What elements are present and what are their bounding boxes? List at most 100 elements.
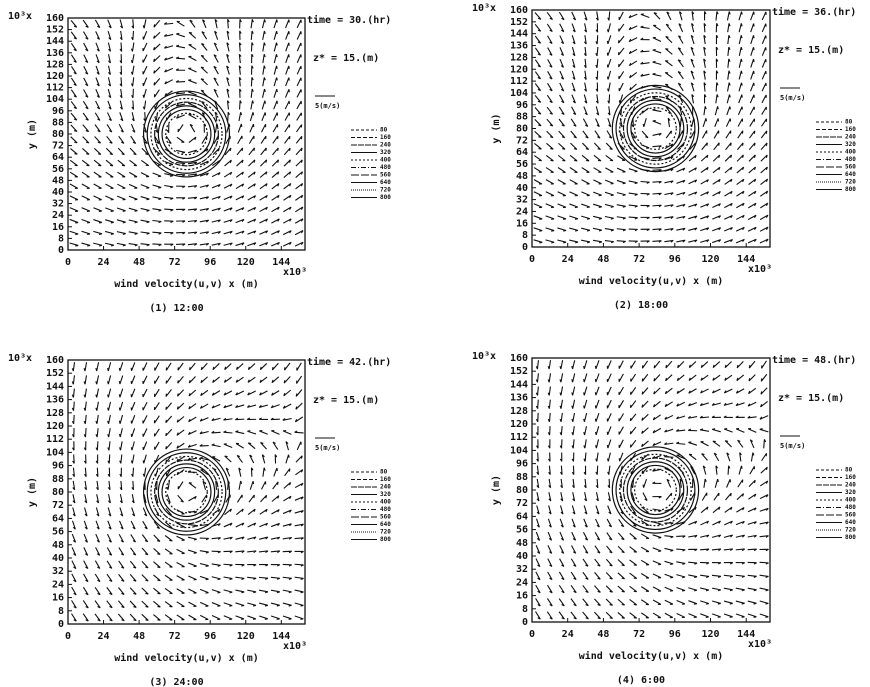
wind-vector — [735, 548, 746, 552]
wind-vector — [223, 417, 233, 421]
wind-vector — [118, 362, 124, 372]
wind-vector — [223, 171, 233, 178]
wind-vector — [714, 106, 719, 116]
wind-vector — [546, 94, 553, 104]
wind-vector — [236, 454, 243, 463]
legend-label: 160 — [380, 134, 391, 141]
y-tick-label: 8 — [58, 233, 64, 244]
wind-vector — [703, 82, 707, 92]
wind-vector — [164, 173, 174, 177]
wind-vector — [212, 508, 221, 515]
wind-vector — [164, 561, 173, 568]
wind-vector — [559, 558, 565, 567]
wind-vector — [688, 441, 698, 446]
wind-vector — [131, 112, 135, 122]
wind-vector — [652, 560, 662, 566]
wind-vector — [723, 613, 733, 618]
wind-vector — [715, 34, 719, 45]
wind-vector — [738, 70, 743, 80]
wind-vector — [723, 238, 733, 244]
wind-vector — [747, 561, 757, 565]
wind-vector — [247, 589, 257, 594]
wind-vector — [187, 149, 198, 154]
wind-vector — [284, 124, 291, 133]
wind-vector — [213, 88, 219, 98]
wind-vector — [631, 478, 635, 489]
wind-vector — [164, 574, 173, 581]
wind-vector — [153, 561, 161, 569]
wind-vector — [749, 82, 755, 92]
wind-vector — [142, 100, 147, 110]
wind-vector — [607, 505, 612, 515]
wind-vector — [652, 157, 662, 160]
wind-vector — [95, 467, 99, 477]
wind-vector — [628, 13, 638, 19]
wind-vector — [652, 36, 662, 43]
wind-vector — [759, 548, 769, 552]
wind-vector — [294, 602, 304, 607]
wind-vector — [282, 417, 292, 421]
wind-vector — [262, 77, 266, 87]
wind-vector — [274, 454, 278, 464]
wind-vector — [212, 376, 220, 384]
y-tick-label: 128 — [510, 406, 528, 417]
wind-vector — [176, 522, 185, 528]
wind-vector — [714, 478, 719, 488]
wind-vector — [164, 601, 173, 608]
wind-vector — [688, 154, 697, 162]
wind-vector — [283, 159, 291, 167]
wind-vector — [606, 47, 612, 56]
wind-vector — [81, 242, 91, 247]
y-tick-label: 152 — [46, 368, 64, 379]
wind-vector — [199, 172, 209, 177]
wind-vector — [546, 23, 553, 33]
wind-vector — [665, 360, 673, 369]
wind-vector — [629, 559, 638, 566]
wind-vector — [713, 142, 720, 151]
x-tick-label: 72 — [633, 254, 645, 265]
wind-vector — [130, 123, 136, 133]
wind-vector — [628, 155, 638, 161]
wind-vector — [617, 142, 625, 150]
y-tick-label: 80 — [52, 129, 64, 140]
wind-vector — [595, 478, 599, 489]
wind-vector — [595, 106, 600, 116]
wind-vector — [282, 563, 292, 567]
wind-vector — [606, 70, 612, 80]
wind-vector — [570, 598, 577, 607]
y-tick-label: 56 — [52, 164, 64, 175]
wind-vector — [607, 82, 611, 92]
wind-vector — [714, 118, 720, 127]
wind-vector — [759, 214, 769, 221]
wind-vector — [259, 430, 268, 435]
wind-vector — [238, 480, 243, 490]
wind-vector — [107, 54, 111, 64]
wind-vector — [581, 239, 591, 244]
y-tick-label: 128 — [46, 408, 64, 419]
wind-vector — [571, 545, 577, 554]
wind-vector — [700, 239, 710, 243]
wind-vector — [535, 598, 541, 607]
wind-vector — [703, 478, 707, 488]
wind-vector — [95, 375, 100, 385]
wind-vector — [295, 159, 303, 167]
wind-vector — [584, 492, 588, 502]
wind-vector — [295, 455, 303, 463]
wind-vector — [690, 492, 696, 501]
wind-vector — [582, 571, 589, 580]
wind-vector — [95, 77, 100, 87]
wind-vector — [176, 231, 186, 235]
wind-vector — [130, 547, 137, 556]
wind-vector — [666, 11, 672, 21]
wind-vector — [676, 454, 686, 460]
wind-vector — [235, 207, 245, 212]
wind-vector — [688, 402, 698, 407]
wind-vector — [618, 413, 625, 422]
x-tick-label: 96 — [669, 254, 681, 265]
wind-vector — [176, 562, 185, 568]
wind-vector — [666, 478, 672, 488]
x-tick-label: 0 — [65, 257, 71, 268]
wind-vector — [617, 532, 625, 541]
wind-vector — [761, 70, 767, 80]
x-tick-label: 144 — [737, 629, 755, 640]
